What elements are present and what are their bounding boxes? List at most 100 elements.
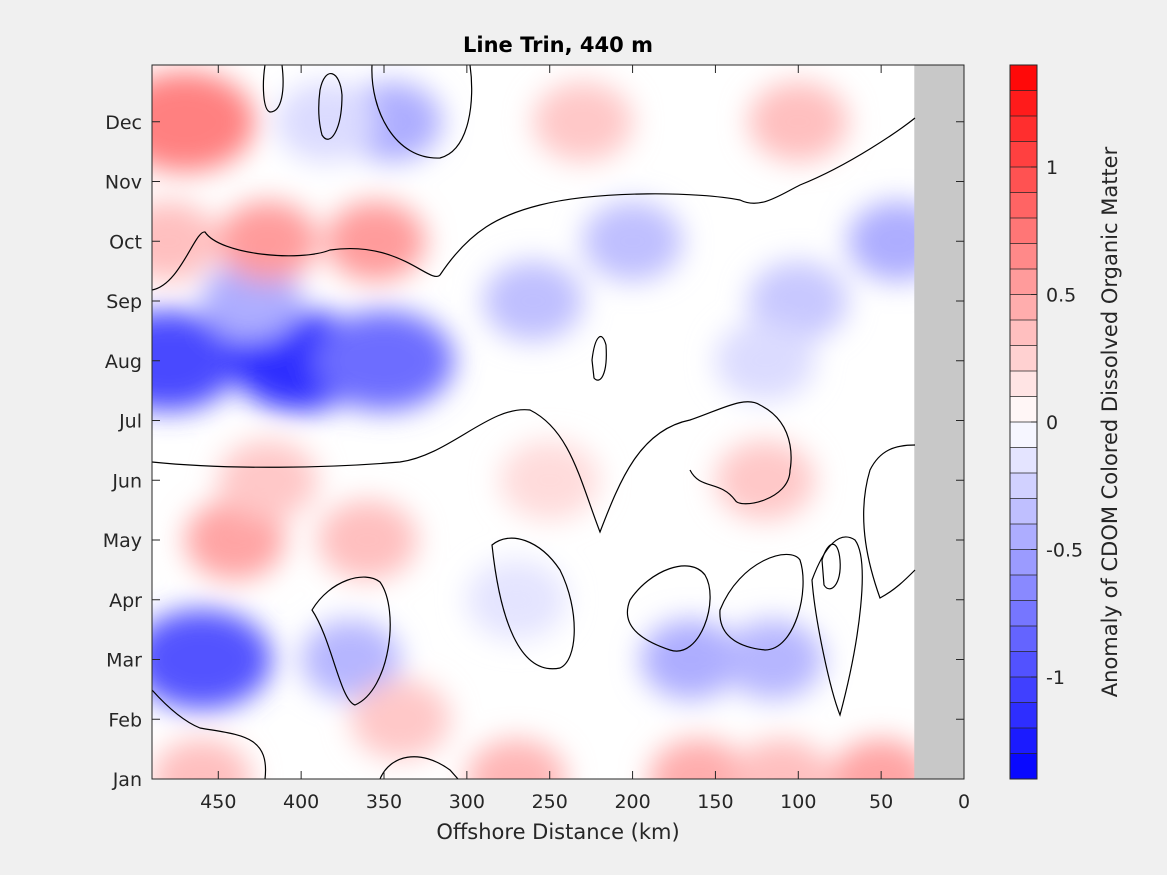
colorbar-segment — [1010, 422, 1037, 448]
colorbar-segment — [1010, 269, 1037, 295]
colorbar-segment — [1010, 345, 1037, 372]
y-tick-label: Jul — [118, 411, 142, 433]
colorbar-segment — [1010, 294, 1037, 321]
y-axis: Jan Feb Mar Apr May Jun Jul Aug Sep Oct Nov Dec — [103, 112, 964, 791]
y-tick-label: Oct — [109, 231, 142, 253]
colorbar-segment — [1010, 651, 1037, 678]
x-tick-label: 250 — [532, 791, 568, 813]
anomaly-patch — [648, 739, 749, 779]
plot-frame — [151, 64, 965, 780]
anomaly-patch — [152, 310, 239, 411]
anomaly-patch — [218, 440, 318, 521]
x-tick-label: 400 — [283, 791, 319, 813]
colorbar-segment — [1010, 728, 1037, 754]
anomaly-patch — [201, 261, 302, 341]
colorbar-segment — [1010, 626, 1037, 652]
colorbar-segment — [1010, 677, 1037, 703]
anomaly-patch — [640, 619, 741, 700]
anomaly-patch — [466, 739, 567, 779]
y-tick-label: Dec — [105, 112, 142, 134]
y-tick-label: Jun — [111, 470, 142, 492]
colorbar-segment — [1010, 753, 1037, 780]
anomaly-patch — [466, 559, 567, 640]
y-tick-label: Feb — [108, 709, 142, 731]
y-tick-label: Aug — [105, 351, 142, 373]
zero-contour-line — [626, 565, 711, 652]
colorbar-segment — [1010, 549, 1037, 576]
colorbar-tick-label: 0 — [1046, 412, 1058, 434]
x-tick-label: 300 — [449, 791, 485, 813]
zero-contour-line — [863, 444, 916, 599]
zero-contour-line — [821, 543, 841, 590]
colorbar-segment — [1010, 116, 1037, 142]
x-tick-label: 200 — [614, 791, 650, 813]
y-tick-label: May — [103, 530, 142, 552]
zero-contour-line — [371, 65, 473, 159]
colorbar-segment — [1010, 498, 1037, 525]
colorbar-label: Anomaly of CDOM Colored Dissolved Organi… — [1098, 146, 1122, 697]
zero-contour-line — [262, 65, 284, 113]
colorbar — [1009, 64, 1038, 780]
anomaly-patch — [483, 261, 584, 341]
x-axis-label: Offshore Distance (km) — [436, 820, 679, 844]
anomaly-patch — [314, 310, 454, 411]
colorbar-segment — [1010, 141, 1037, 168]
anomaly-patch — [731, 739, 832, 779]
colorbar-segment — [1010, 447, 1037, 474]
zero-contour-line — [152, 117, 916, 291]
zero-contour-line — [318, 72, 343, 140]
colorbar-segment — [1010, 192, 1037, 219]
anomaly-patch — [350, 679, 451, 760]
colorbar-segment — [1010, 396, 1037, 423]
colorbar-segment — [1010, 218, 1037, 244]
colorbar-tick-label: 0.5 — [1046, 285, 1076, 307]
zero-contours — [152, 65, 916, 779]
anomaly-patch — [325, 201, 426, 282]
colorbar-segment — [1010, 473, 1037, 499]
x-tick-label: 0 — [958, 791, 970, 813]
plot-background — [152, 65, 964, 779]
colorbar-segment — [1010, 702, 1037, 729]
y-tick-label: Apr — [109, 590, 142, 612]
x-tick-label: 450 — [200, 791, 236, 813]
zero-contour-line — [491, 537, 575, 670]
anomaly-patch — [831, 739, 932, 779]
anomaly-field — [152, 71, 948, 779]
plot-area — [152, 65, 964, 779]
anomaly-patch — [317, 500, 418, 580]
anomaly-patch — [715, 320, 816, 401]
colorbar-segment — [1010, 167, 1037, 193]
x-tick-label: 150 — [697, 791, 733, 813]
anomaly-patch — [715, 440, 816, 521]
y-tick-label: Sep — [106, 291, 142, 313]
anomaly-patch — [276, 81, 376, 162]
y-tick-label: Jan — [112, 769, 142, 791]
colorbar-segment — [1010, 600, 1037, 627]
x-tick-label: 350 — [366, 791, 402, 813]
x-axis: 450 400 350 300 250 200 150 100 50 0 — [200, 65, 970, 813]
colorbar-segment — [1010, 575, 1037, 601]
chart-title: Line Trin, 440 m — [463, 33, 653, 57]
anomaly-patch — [582, 201, 683, 282]
anomaly-patch — [152, 71, 256, 172]
y-tick-label: Nov — [105, 172, 142, 194]
zero-contour-line — [152, 401, 792, 534]
anomaly-patch — [748, 81, 849, 162]
colorbar-segment — [1010, 320, 1037, 346]
anomaly-patch — [748, 261, 849, 341]
x-tick-label: 100 — [780, 791, 816, 813]
anomaly-patch — [152, 609, 272, 710]
colorbar-tick-label: -0.5 — [1046, 540, 1083, 562]
zero-contour-line — [719, 553, 804, 651]
colorbar-segment — [1010, 90, 1037, 117]
anomaly-patch — [218, 201, 318, 282]
colorbar-segment — [1010, 65, 1037, 91]
colorbar-segment — [1010, 371, 1037, 397]
no-data-region — [914, 65, 964, 779]
colorbar-segment — [1010, 524, 1037, 550]
anomaly-patch — [532, 81, 633, 162]
colorbar-ticks: -1 -0.5 0 0.5 1 — [1031, 157, 1083, 689]
y-tick-label: Mar — [106, 650, 142, 672]
zero-contour-line — [811, 536, 863, 717]
